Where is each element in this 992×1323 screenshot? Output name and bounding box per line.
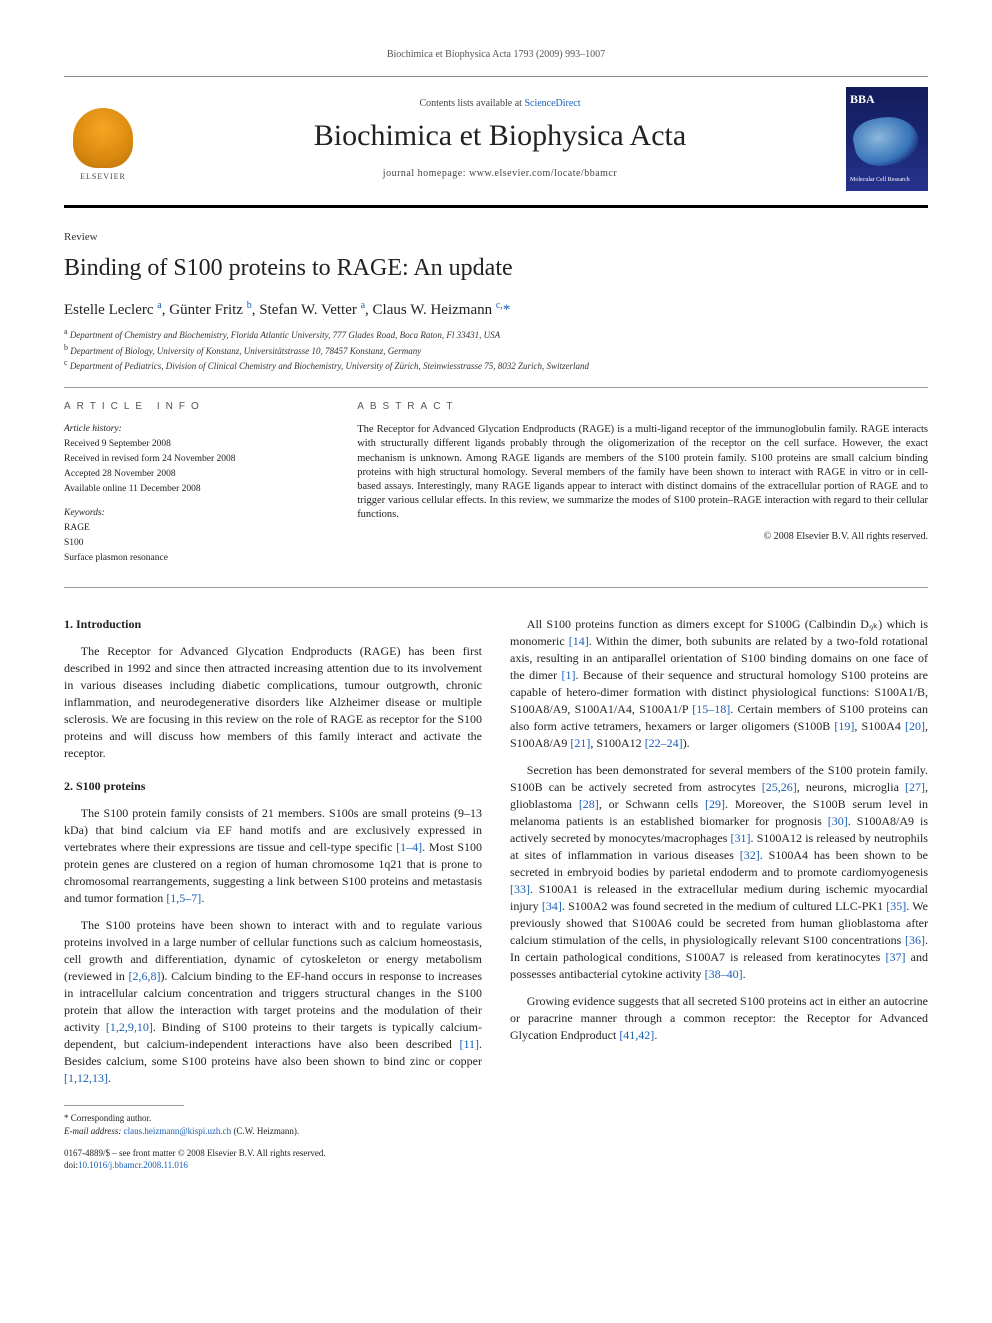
citation-link[interactable]: [38–40]: [705, 967, 743, 981]
elsevier-tree-icon: [73, 108, 133, 168]
citation-link[interactable]: [21]: [570, 736, 590, 750]
article-type: Review: [64, 230, 928, 245]
journal-cover-thumb: BBA Molecular Cell Research: [846, 87, 928, 191]
affiliation-list: a Department of Chemistry and Biochemist…: [64, 326, 928, 373]
journal-homepage-line: journal homepage: www.elsevier.com/locat…: [154, 167, 846, 181]
citation-link[interactable]: [1,2,9,10]: [106, 1020, 153, 1034]
article-body: 1. Introduction The Receptor for Advance…: [64, 616, 928, 1088]
issn-line: 0167-4889/$ – see front matter © 2008 El…: [64, 1147, 928, 1159]
author-list: Estelle Leclerc a, Günter Fritz b, Stefa…: [64, 299, 928, 320]
homepage-url[interactable]: www.elsevier.com/locate/bbamcr: [469, 168, 617, 179]
email-person: (C.W. Heizmann).: [233, 1126, 299, 1136]
citation-link[interactable]: [14]: [569, 634, 589, 648]
email-line: E-mail address: claus.heizmann@kispi.uzh…: [64, 1125, 928, 1137]
citation-link[interactable]: [35]: [886, 899, 906, 913]
section-heading-intro: 1. Introduction: [64, 616, 482, 633]
citation-link[interactable]: [11]: [459, 1037, 479, 1051]
citation-link[interactable]: [28]: [579, 797, 599, 811]
citation-link[interactable]: [20]: [905, 719, 925, 733]
citation-link[interactable]: [1,5–7]: [166, 891, 201, 905]
citation-link[interactable]: [31]: [731, 831, 751, 845]
keyword: S100: [64, 537, 323, 550]
history-item: Available online 11 December 2008: [64, 483, 323, 496]
citation-link[interactable]: [30]: [828, 814, 848, 828]
rule-bottom: [64, 587, 928, 588]
paragraph: The S100 proteins have been shown to int…: [64, 917, 482, 1087]
cover-art-icon: [850, 110, 923, 170]
keywords-label: Keywords:: [64, 507, 323, 520]
citation-link[interactable]: [34]: [542, 899, 562, 913]
history-label: Article history:: [64, 423, 323, 436]
citation-link[interactable]: [32]: [740, 848, 760, 862]
keyword: RAGE: [64, 522, 323, 535]
citation-link[interactable]: [2,6,8]: [129, 969, 161, 983]
citation-link[interactable]: [36]: [905, 933, 925, 947]
keyword: Surface plasmon resonance: [64, 552, 323, 565]
footnotes: * Corresponding author. E-mail address: …: [64, 1112, 928, 1136]
citation-link[interactable]: [29]: [705, 797, 725, 811]
citation-link[interactable]: [22–24]: [645, 736, 683, 750]
paragraph: The Receptor for Advanced Glycation Endp…: [64, 643, 482, 762]
citation-link[interactable]: [25,26]: [762, 780, 797, 794]
article-title: Binding of S100 proteins to RAGE: An upd…: [64, 252, 928, 284]
contents-available-line: Contents lists available at ScienceDirec…: [154, 97, 846, 111]
abstract-text: The Receptor for Advanced Glycation Endp…: [357, 423, 928, 522]
running-head: Biochimica et Biophysica Acta 1793 (2009…: [64, 48, 928, 62]
homepage-prefix: journal homepage:: [383, 168, 469, 179]
journal-masthead: ELSEVIER Contents lists available at Sci…: [64, 76, 928, 208]
citation-link[interactable]: [15–18]: [692, 702, 730, 716]
paragraph: The S100 protein family consists of 21 m…: [64, 805, 482, 907]
publisher-label: ELSEVIER: [80, 172, 126, 183]
citation-link[interactable]: [37]: [886, 950, 906, 964]
paragraph: All S100 proteins function as dimers exc…: [510, 616, 928, 752]
paragraph: Growing evidence suggests that all secre…: [510, 993, 928, 1044]
citation-link[interactable]: [41,42]: [619, 1028, 654, 1042]
article-info-column: ARTICLE INFO Article history: Received 9…: [64, 400, 323, 577]
contents-prefix: Contents lists available at: [419, 98, 524, 109]
email-label: E-mail address:: [64, 1126, 121, 1136]
doi-link[interactable]: 10.1016/j.bbamcr.2008.11.016: [78, 1160, 188, 1170]
citation-link[interactable]: [27]: [905, 780, 925, 794]
citation-link[interactable]: [33]: [510, 882, 530, 896]
citation-link[interactable]: [1]: [562, 668, 576, 682]
cover-subtitle: Molecular Cell Research: [850, 176, 924, 184]
sciencedirect-link[interactable]: ScienceDirect: [524, 98, 580, 109]
abstract-copyright: © 2008 Elsevier B.V. All rights reserved…: [357, 530, 928, 544]
section-heading-s100: 2. S100 proteins: [64, 778, 482, 795]
doi-prefix: doi:: [64, 1160, 78, 1170]
abstract-heading: ABSTRACT: [357, 400, 928, 414]
footer-meta: 0167-4889/$ – see front matter © 2008 El…: [64, 1147, 928, 1171]
abstract-column: ABSTRACT The Receptor for Advanced Glyca…: [357, 400, 928, 577]
citation-link[interactable]: [1,12,13]: [64, 1071, 108, 1085]
history-item: Received 9 September 2008: [64, 438, 323, 451]
affiliation: c Department of Pediatrics, Division of …: [64, 357, 928, 373]
footnote-separator: [64, 1105, 184, 1106]
affiliation: b Department of Biology, University of K…: [64, 342, 928, 358]
corresponding-author: * Corresponding author.: [64, 1112, 928, 1124]
history-item: Received in revised form 24 November 200…: [64, 453, 323, 466]
paragraph: Secretion has been demonstrated for seve…: [510, 762, 928, 983]
article-info-heading: ARTICLE INFO: [64, 400, 323, 414]
citation-link[interactable]: [19]: [834, 719, 854, 733]
rule-top: [64, 387, 928, 388]
email-link[interactable]: claus.heizmann@kispi.uzh.ch: [124, 1126, 232, 1136]
journal-title: Biochimica et Biophysica Acta: [154, 116, 846, 157]
cover-abbrev: BBA: [850, 91, 924, 107]
publisher-logo: ELSEVIER: [64, 95, 142, 183]
citation-link[interactable]: [1–4]: [396, 840, 422, 854]
history-item: Accepted 28 November 2008: [64, 468, 323, 481]
affiliation: a Department of Chemistry and Biochemist…: [64, 326, 928, 342]
